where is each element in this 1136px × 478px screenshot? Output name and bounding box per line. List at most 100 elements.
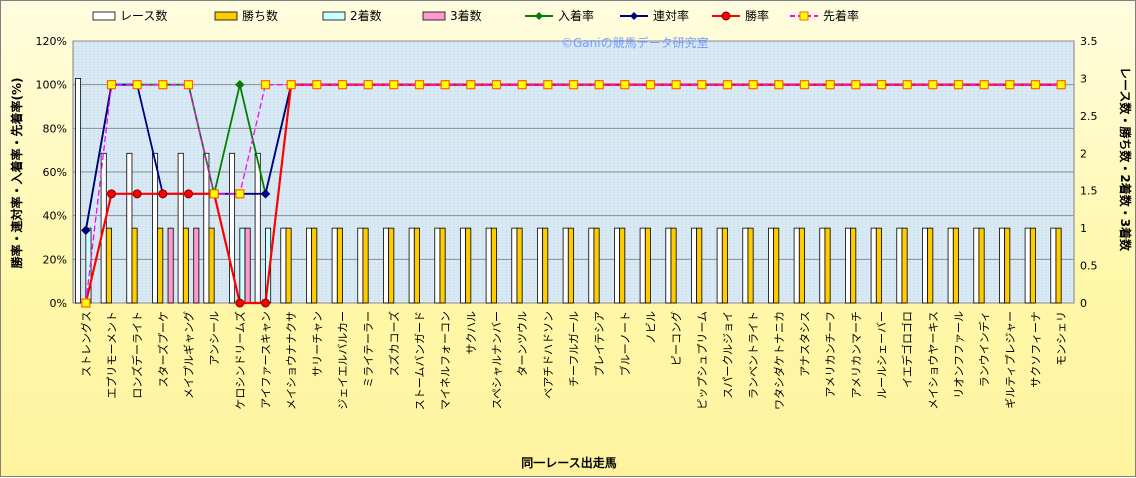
legend-marker: [535, 12, 543, 20]
line-point: [620, 80, 630, 90]
left-tick-label: 0%: [50, 297, 67, 310]
right-tick-label: 3.5: [1080, 35, 1098, 48]
category-label: メイショウナナクサ: [285, 311, 298, 410]
bar: [952, 227, 959, 304]
category-label: サクソフィーナ: [1030, 311, 1043, 388]
category-label: スペシャルナンバー: [491, 311, 504, 409]
left-tick-label: 60%: [43, 166, 67, 179]
legend-swatch: [422, 11, 446, 21]
line-point: [466, 80, 476, 90]
bar: [999, 227, 1006, 304]
line-point: [260, 189, 271, 199]
category-label: マイネルフォーコン: [439, 311, 452, 410]
line-point: [158, 189, 168, 199]
bar: [126, 152, 133, 304]
line-point: [825, 80, 835, 90]
line-point: [1005, 80, 1015, 90]
bar: [203, 152, 210, 304]
category-label: ピップシュプリーム: [696, 311, 709, 410]
bar: [793, 227, 800, 304]
line-point: [158, 80, 168, 90]
category-label: ストームバンガード: [414, 311, 427, 410]
category-label: ギルティプレジャー: [1004, 311, 1017, 409]
bar: [357, 227, 364, 304]
bar: [978, 227, 985, 304]
left-tick-label: 120%: [36, 35, 67, 48]
bar: [254, 152, 261, 304]
line-point: [928, 80, 938, 90]
bar: [182, 227, 189, 304]
right-axis-ticks: 0 0.5 1 1.5 2 2.5 3 3.5: [1080, 35, 1098, 310]
bar: [619, 227, 626, 304]
bar: [485, 227, 492, 304]
legend-label: レース数: [120, 8, 167, 23]
right-tick-label: 3: [1080, 72, 1087, 85]
bar: [691, 227, 698, 304]
category-label: ノビル: [645, 311, 658, 344]
bar: [280, 227, 287, 304]
bar: [716, 227, 723, 304]
category-label: ロンズデーライト: [130, 311, 144, 399]
bar: [537, 227, 544, 304]
category-label: イエデゴロゴロ: [900, 311, 914, 388]
bar: [285, 227, 292, 304]
category-label: ランベントライト: [747, 311, 760, 399]
category-label: アナスタシス: [799, 311, 812, 377]
bar: [696, 227, 703, 304]
bar: [413, 227, 420, 304]
legend-label: 連対率: [653, 8, 689, 23]
line-point: [286, 80, 296, 90]
category-label: サクハル: [465, 311, 478, 354]
left-tick-label: 20%: [43, 253, 67, 266]
line-point: [1056, 80, 1066, 90]
line-point: [183, 80, 194, 90]
bar: [845, 227, 852, 304]
line-point: [312, 80, 322, 90]
bar: [1029, 227, 1036, 304]
bar: [896, 227, 903, 304]
category-label: スターズプーケ: [156, 311, 170, 387]
bar: [665, 227, 672, 304]
category-label: ブルーノート: [618, 311, 632, 376]
legend-label: 勝ち数: [242, 8, 278, 23]
bar: [922, 227, 929, 304]
category-label: リオンフファール: [953, 311, 966, 399]
legend-swatch: [214, 11, 238, 21]
right-tick-label: 0.5: [1080, 260, 1098, 273]
bar: [388, 227, 395, 304]
bar: [1004, 227, 1011, 304]
category-label: モンシェリ: [1055, 311, 1068, 366]
left-axis-ticks: 0% 20% 40% 60% 80% 100% 120%: [36, 35, 67, 310]
left-tick-label: 40%: [43, 210, 67, 223]
bar: [516, 227, 523, 304]
bar: [947, 227, 954, 304]
bar: [208, 227, 215, 304]
line-point: [697, 80, 707, 90]
line-point: [363, 80, 373, 90]
legend-label: 勝率: [745, 8, 769, 23]
bar: [105, 227, 112, 304]
bar: [152, 152, 159, 304]
bar: [850, 227, 857, 304]
bar: [244, 227, 251, 304]
bar: [644, 227, 651, 304]
bar: [588, 227, 595, 304]
legend: レース数 勝ち数 2着数 3着数 入着率 連対率 勝率 先着率: [92, 8, 859, 23]
bar: [336, 227, 343, 304]
bar: [773, 227, 780, 304]
line-point: [107, 189, 116, 199]
category-label: アメリカンマーチ: [850, 311, 863, 398]
line-point: [902, 80, 912, 90]
category-label: ピーコング: [669, 311, 683, 366]
legend-label: 先着率: [823, 8, 859, 23]
bar: [1055, 227, 1062, 304]
bar: [460, 227, 467, 304]
category-label: ルールシェーバー: [876, 311, 889, 399]
category-label: メイショウヤーキス: [927, 311, 940, 410]
category-label: ベアチドハドソン: [542, 311, 555, 399]
bar: [593, 227, 600, 304]
bar: [157, 227, 164, 304]
line-point: [517, 80, 527, 90]
